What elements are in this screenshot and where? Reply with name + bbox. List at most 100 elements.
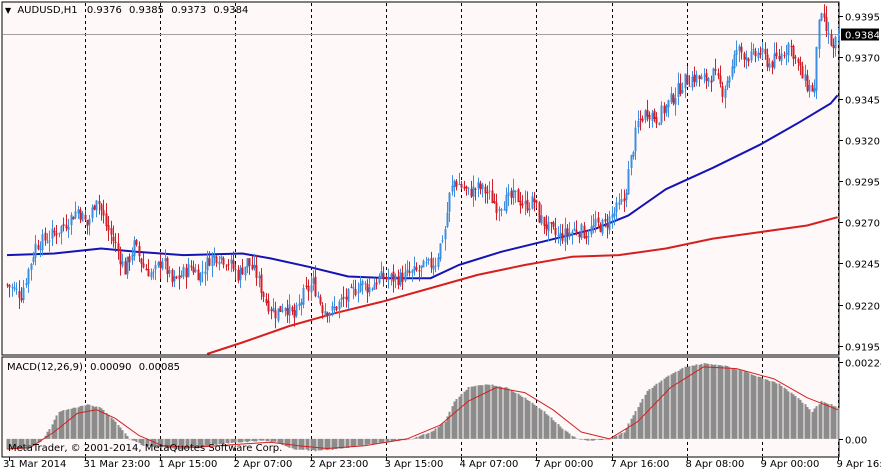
candle-body bbox=[426, 262, 428, 263]
macd-bar bbox=[816, 406, 818, 439]
candle-body bbox=[784, 55, 786, 56]
candle-body bbox=[633, 152, 635, 156]
candle-body bbox=[692, 77, 694, 88]
candle-body bbox=[82, 213, 84, 221]
candle-body bbox=[146, 269, 148, 270]
macd-bar bbox=[478, 385, 480, 439]
macd-bar bbox=[678, 371, 680, 439]
macd-bar bbox=[414, 438, 416, 439]
candle-body bbox=[379, 276, 381, 283]
candle-body bbox=[115, 242, 117, 243]
macd-bar bbox=[522, 397, 524, 439]
candle-body bbox=[744, 53, 746, 59]
candle-body bbox=[176, 277, 178, 278]
macd-bar bbox=[508, 389, 510, 439]
candle-body bbox=[788, 44, 790, 56]
macd-bar bbox=[619, 435, 621, 439]
candle-body bbox=[447, 213, 449, 227]
macd-bar bbox=[103, 410, 105, 439]
candle-body bbox=[551, 222, 553, 224]
macd-bar bbox=[711, 364, 713, 439]
time-tick-label: 7 Apr 00:00 bbox=[535, 459, 594, 470]
candle-body bbox=[713, 69, 715, 82]
candle-body bbox=[21, 298, 23, 300]
candle-body bbox=[49, 240, 51, 241]
macd-bar bbox=[454, 401, 456, 438]
candle-body bbox=[814, 88, 816, 92]
macd-bar bbox=[534, 405, 536, 439]
candle-body bbox=[346, 297, 348, 300]
macd-bar bbox=[548, 416, 550, 439]
macd-bar bbox=[125, 433, 127, 438]
macd-bar bbox=[263, 439, 265, 441]
candle-body bbox=[591, 227, 593, 235]
macd-bar bbox=[423, 434, 425, 439]
candle-body bbox=[355, 289, 357, 295]
macd-bar bbox=[748, 373, 750, 439]
candle-body bbox=[762, 48, 764, 53]
macd-bar bbox=[795, 396, 797, 439]
macd-bar bbox=[576, 438, 578, 439]
candle-body bbox=[433, 266, 435, 269]
candle-body bbox=[108, 225, 110, 230]
macd-bar bbox=[358, 439, 360, 446]
macd-bar bbox=[353, 439, 355, 447]
candle-body bbox=[358, 292, 360, 294]
macd-bar bbox=[515, 393, 517, 439]
candle-body bbox=[306, 286, 308, 287]
candle-body bbox=[75, 211, 77, 218]
macd-bar bbox=[645, 395, 647, 439]
macd-bar bbox=[588, 439, 590, 441]
candle-body bbox=[774, 54, 776, 68]
chart-menu-arrow-icon[interactable]: ▼ bbox=[5, 6, 12, 15]
candle-body bbox=[473, 187, 475, 197]
candle-body bbox=[125, 261, 127, 274]
macd-bar bbox=[442, 423, 444, 439]
macd-bar bbox=[435, 428, 437, 438]
candle-body bbox=[369, 287, 371, 292]
candle-body bbox=[160, 261, 162, 268]
candle-body bbox=[73, 217, 75, 219]
candle-body bbox=[296, 305, 298, 316]
candle-body bbox=[263, 292, 265, 297]
candle-body bbox=[299, 304, 301, 306]
macd-bar bbox=[805, 404, 807, 439]
macd-bar bbox=[821, 401, 823, 439]
macd-bar bbox=[134, 439, 136, 441]
candle-body bbox=[56, 233, 58, 236]
candle-body bbox=[186, 268, 188, 278]
macd-bar bbox=[809, 409, 811, 439]
macd-bar bbox=[689, 366, 691, 439]
candle-body bbox=[654, 111, 656, 119]
macd-bar bbox=[755, 376, 757, 439]
macd-bar bbox=[299, 439, 301, 450]
candle-body bbox=[421, 266, 423, 269]
candle-body bbox=[63, 224, 65, 226]
candle-body bbox=[607, 223, 609, 228]
candle-body bbox=[303, 288, 305, 305]
candle-body bbox=[376, 282, 378, 284]
macd-bar bbox=[235, 439, 237, 443]
candle-body bbox=[320, 297, 322, 304]
candle-body bbox=[409, 271, 411, 273]
price-tick-label: 0.9395 bbox=[845, 13, 880, 24]
candle-body bbox=[200, 273, 202, 282]
macd-bar bbox=[492, 385, 494, 439]
price-tick-label: 0.9220 bbox=[845, 302, 880, 313]
macd-bar bbox=[784, 388, 786, 439]
macd-bar bbox=[699, 365, 701, 439]
candle-body bbox=[118, 243, 120, 251]
candle-body bbox=[285, 308, 287, 311]
candle-body bbox=[249, 258, 251, 266]
candle-body bbox=[471, 189, 473, 197]
macd-bar bbox=[838, 408, 840, 439]
candle-body bbox=[132, 254, 134, 260]
candle-body bbox=[802, 66, 804, 78]
candle-body bbox=[708, 78, 710, 81]
candle-body bbox=[242, 268, 244, 275]
candle-body bbox=[671, 93, 673, 102]
candle-body bbox=[487, 192, 489, 193]
macd-bar bbox=[614, 437, 616, 439]
symbol-label: AUDUSD,H1 bbox=[17, 5, 77, 16]
candle-body bbox=[739, 46, 741, 50]
